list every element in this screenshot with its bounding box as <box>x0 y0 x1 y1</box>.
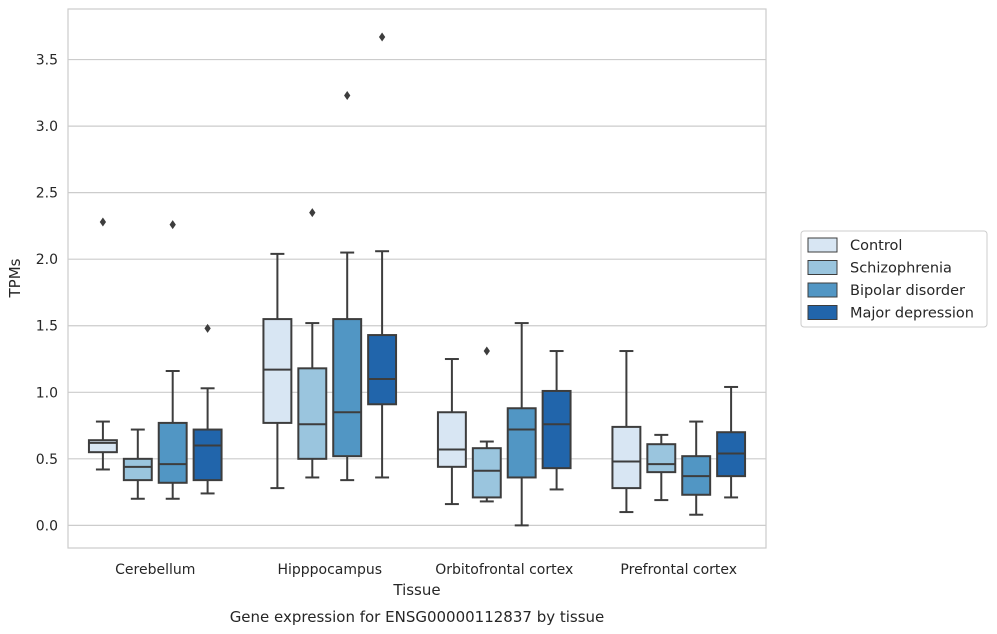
series-schizophrenia <box>122 208 677 503</box>
box <box>332 91 363 482</box>
legend-swatch <box>807 305 838 320</box>
box-body <box>646 443 677 474</box>
series-bipolar-disorder <box>157 91 712 527</box>
legend-frame <box>800 230 988 328</box>
plot-frame <box>67 8 767 549</box>
box-series <box>87 32 747 527</box>
box <box>122 428 153 500</box>
legend-swatch <box>807 282 838 298</box>
series-control <box>87 217 642 514</box>
y-tick-label: 2.0 <box>36 252 58 268</box>
x-tick-label: Prefrontal cortex <box>620 562 737 578</box>
outlier-point <box>204 323 211 333</box>
outlier-point <box>483 346 490 356</box>
box <box>611 350 642 514</box>
box <box>541 350 572 491</box>
box <box>716 385 747 499</box>
y-tick-label: 2.5 <box>36 186 58 202</box>
legend-item: Schizophrenia <box>807 260 952 277</box>
box <box>471 346 502 503</box>
box <box>157 220 188 500</box>
x-tick-label: Cerebellum <box>115 562 195 578</box>
outlier-point <box>169 220 176 230</box>
y-tick-label: 1.5 <box>36 319 58 335</box>
box-body <box>367 334 398 406</box>
x-axis-label: Tissue <box>392 581 440 599</box>
box-body <box>541 389 572 470</box>
legend-label: Control <box>850 238 902 254</box>
legend: Control Schizophrenia Bipolar disorder Majo… <box>800 230 988 328</box>
box <box>262 252 293 490</box>
box-body <box>192 428 223 482</box>
series-major-depression <box>192 32 747 499</box>
legend-swatch <box>807 237 838 253</box>
legend-label: Major depression <box>850 306 974 322</box>
box <box>87 217 118 471</box>
legend-item: Control <box>807 237 902 254</box>
legend-label: Bipolar disorder <box>850 283 965 299</box>
box <box>681 420 712 516</box>
y-tick-label: 3.5 <box>36 53 58 69</box>
legend-label: Schizophrenia <box>850 261 952 277</box>
box-body <box>87 439 118 454</box>
y-tick-label: 1.0 <box>36 385 58 401</box>
y-tick-label: 0.5 <box>36 452 58 468</box>
box-body <box>506 407 537 479</box>
legend-swatch <box>807 260 838 275</box>
y-axis-label: TPMs <box>6 258 24 298</box>
y-tick-label: 0.0 <box>36 518 58 534</box>
box-body <box>122 457 153 482</box>
box <box>367 32 398 479</box>
box-body <box>262 318 293 424</box>
y-tick-label: 3.0 <box>36 119 58 135</box>
box-body <box>436 411 467 468</box>
box-body <box>332 318 363 458</box>
box-body <box>611 425 642 490</box>
chart-caption: Gene expression for ENSG00000112837 by t… <box>230 608 605 626</box>
box-body <box>471 447 502 499</box>
outlier-point <box>309 208 316 218</box>
legend-item: Bipolar disorder <box>807 282 965 299</box>
box <box>436 358 467 506</box>
box-body <box>297 367 328 460</box>
outlier-point <box>378 32 386 42</box>
box <box>297 208 328 479</box>
box <box>646 433 677 502</box>
x-tick-label: Hipppocampus <box>277 562 382 578</box>
x-tick-labels: Cerebellum Hipppocampus Orbitofrontal cort… <box>115 562 737 578</box>
x-tick-label: Orbitofrontal cortex <box>435 562 573 578</box>
box <box>192 323 223 495</box>
outlier-point <box>344 91 351 101</box>
outlier-point <box>99 217 107 227</box>
y-tick-labels: 0.0 0.5 1.0 1.5 2.0 2.5 3.0 3.5 <box>36 53 58 535</box>
legend-item: Major depression <box>807 305 974 322</box>
box-body <box>157 421 188 484</box>
box <box>506 322 537 527</box>
